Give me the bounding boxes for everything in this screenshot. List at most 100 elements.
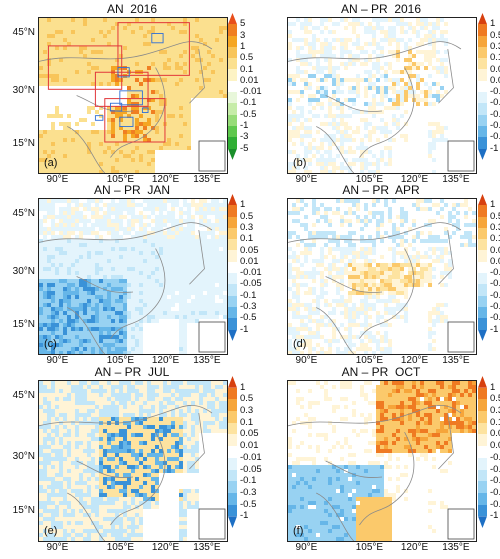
- field-cell: [416, 46, 420, 50]
- field-cell: [167, 46, 171, 50]
- field-cell: [87, 263, 91, 267]
- field-cell: [344, 158, 348, 162]
- field-cell: [308, 86, 312, 90]
- field-cell: [300, 162, 304, 166]
- field-cell: [440, 34, 444, 38]
- field-cell: [288, 54, 292, 58]
- field-cell: [155, 34, 159, 38]
- field-cell: [67, 303, 71, 307]
- field-cell: [75, 335, 79, 339]
- field-cell: [131, 331, 135, 335]
- field-cell: [223, 223, 227, 227]
- field-cell: [115, 219, 119, 223]
- field-cell: [139, 38, 143, 42]
- field-cell: [199, 18, 203, 22]
- field-cell: [404, 243, 408, 247]
- field-cell: [115, 126, 119, 130]
- field-cell: [352, 102, 356, 106]
- field-cell: [380, 142, 384, 146]
- field-cell: [332, 219, 336, 223]
- field-cell: [456, 243, 460, 247]
- field-cell: [163, 251, 167, 255]
- field-cell: [151, 26, 155, 30]
- field-cell: [352, 142, 356, 146]
- field-cell: [67, 130, 71, 134]
- field-cell: [127, 170, 131, 173]
- field-cell: [412, 247, 416, 251]
- field-cell: [211, 247, 215, 251]
- field-cell: [207, 263, 211, 267]
- field-cell: [203, 62, 207, 66]
- field-cell: [107, 118, 111, 122]
- field-cell: [364, 42, 368, 46]
- field-cell: [392, 239, 396, 243]
- field-cell: [43, 347, 47, 351]
- field-cell: [51, 126, 55, 130]
- field-cell: [388, 207, 392, 211]
- field-cell: [400, 251, 404, 255]
- field-cell: [55, 114, 59, 118]
- field-cell: [428, 34, 432, 38]
- field-cell: [356, 18, 360, 22]
- field-cell: [312, 231, 316, 235]
- field-cell: [115, 50, 119, 54]
- field-cell: [352, 215, 356, 219]
- field-cell: [39, 327, 43, 331]
- field-cell: [67, 263, 71, 267]
- field-cell: [43, 215, 47, 219]
- field-cell: [47, 130, 51, 134]
- field-cell: [107, 311, 111, 315]
- field-cell: [59, 275, 63, 279]
- field-cell: [127, 150, 131, 154]
- field-cell: [119, 58, 123, 62]
- field-cell: [79, 303, 83, 307]
- field-cell: [328, 170, 332, 173]
- field-cell: [195, 30, 199, 34]
- field-cell: [364, 243, 368, 247]
- field-cell: [91, 166, 95, 170]
- field-cell: [380, 207, 384, 211]
- field-cell: [135, 22, 139, 26]
- field-cell: [215, 311, 219, 315]
- field-cell: [456, 223, 460, 227]
- field-cell: [448, 223, 452, 227]
- field-cell: [328, 227, 332, 231]
- field-cell: [107, 166, 111, 170]
- field-cell: [316, 46, 320, 50]
- field-cell: [55, 243, 59, 247]
- field-cell: [316, 86, 320, 90]
- field-cell: [163, 62, 167, 66]
- field-cell: [87, 295, 91, 299]
- field-cell: [135, 263, 139, 267]
- field-cell: [300, 150, 304, 154]
- field-cell: [372, 34, 376, 38]
- field-cell: [159, 291, 163, 295]
- field-cell: [203, 287, 207, 291]
- field-cell: [215, 70, 219, 74]
- field-cell: [143, 211, 147, 215]
- field-cell: [372, 251, 376, 255]
- field-cell: [432, 239, 436, 243]
- field-cell: [388, 106, 392, 110]
- field-cell: [336, 203, 340, 207]
- field-cell: [368, 138, 372, 142]
- field-cell: [344, 78, 348, 82]
- field-cell: [288, 158, 292, 162]
- field-cell: [111, 303, 115, 307]
- field-cell: [219, 279, 223, 283]
- field-cell: [171, 118, 175, 122]
- field-cell: [436, 90, 440, 94]
- field-cell: [372, 62, 376, 66]
- field-cell: [368, 110, 372, 114]
- field-cell: [59, 323, 63, 327]
- field-cell: [424, 227, 428, 231]
- field-cell: [199, 42, 203, 46]
- field-cell: [368, 114, 372, 118]
- field-cell: [432, 215, 436, 219]
- field-cell: [308, 203, 312, 207]
- field-cell: [63, 18, 67, 22]
- field-cell: [432, 219, 436, 223]
- region-box: [104, 98, 166, 143]
- field-cell: [47, 339, 51, 343]
- field-cell: [448, 203, 452, 207]
